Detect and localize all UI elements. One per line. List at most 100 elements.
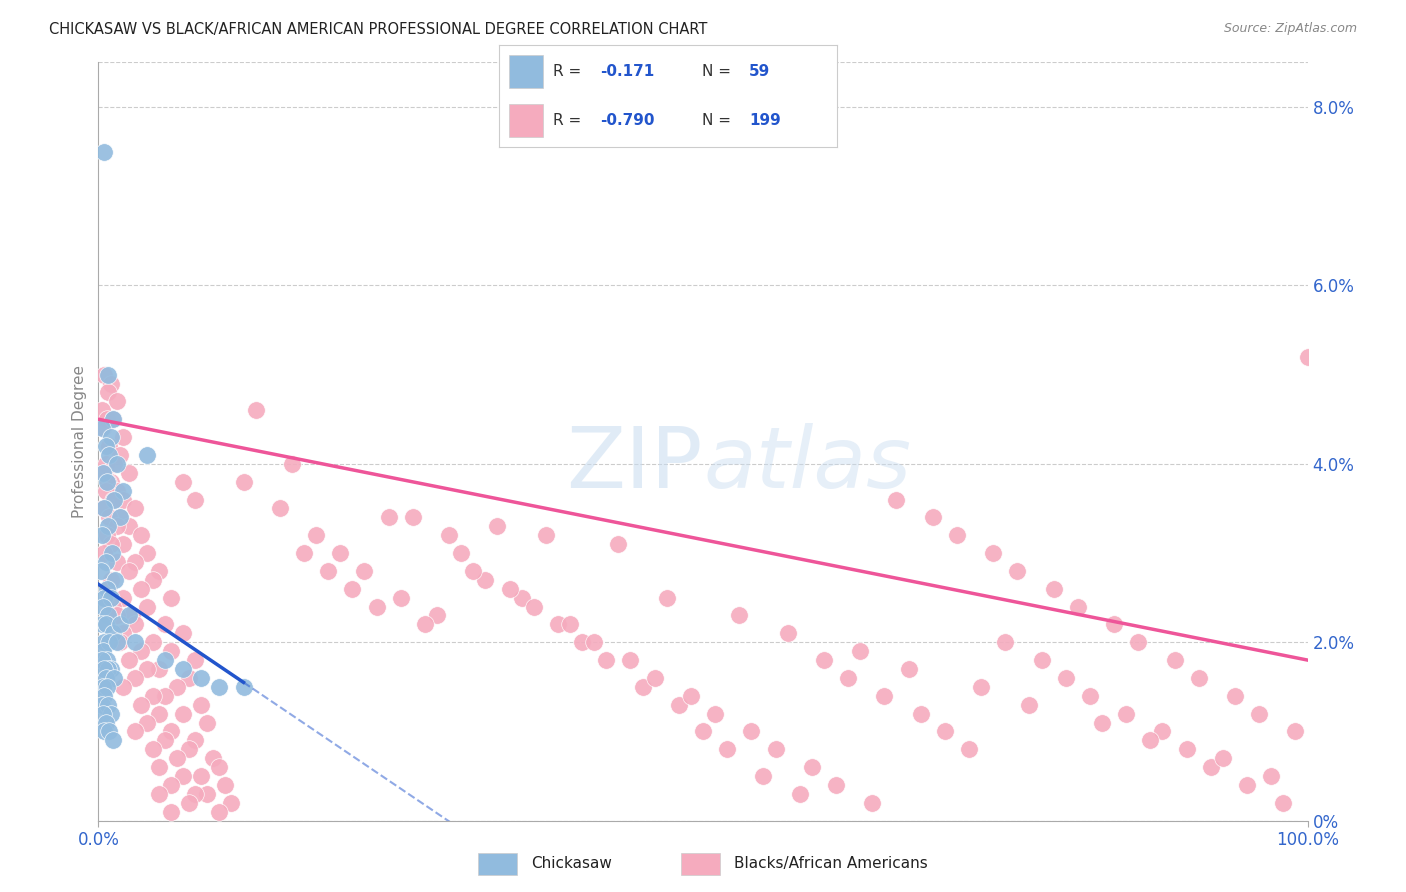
Point xyxy=(93,145,115,159)
Point xyxy=(160,591,183,605)
Text: -0.790: -0.790 xyxy=(600,113,655,128)
Point xyxy=(897,662,920,676)
Point xyxy=(118,564,141,578)
Point xyxy=(184,653,207,667)
Point xyxy=(214,778,236,792)
Point xyxy=(111,537,134,551)
Point xyxy=(118,608,141,623)
Point xyxy=(121,608,143,623)
Point xyxy=(97,519,120,533)
Point xyxy=(1128,635,1150,649)
Point xyxy=(97,662,120,676)
Point xyxy=(1031,653,1053,667)
Point xyxy=(93,635,115,649)
Point xyxy=(148,760,170,774)
Point xyxy=(160,644,183,658)
Point xyxy=(329,546,352,560)
Point xyxy=(558,617,581,632)
Point xyxy=(342,582,364,596)
Point xyxy=(97,698,120,712)
Point xyxy=(96,475,118,489)
Point xyxy=(94,439,117,453)
Text: N =: N = xyxy=(702,63,731,78)
Point xyxy=(101,492,124,507)
Point xyxy=(93,591,115,605)
Point xyxy=(208,680,231,694)
Point xyxy=(108,635,131,649)
Point xyxy=(486,519,509,533)
Point xyxy=(91,501,114,516)
Point xyxy=(124,617,146,632)
Point xyxy=(692,724,714,739)
Point xyxy=(101,412,124,426)
Text: CHICKASAW VS BLACK/AFRICAN AMERICAN PROFESSIONAL DEGREE CORRELATION CHART: CHICKASAW VS BLACK/AFRICAN AMERICAN PROF… xyxy=(49,22,707,37)
Text: Blacks/African Americans: Blacks/African Americans xyxy=(734,855,928,871)
Point xyxy=(118,653,141,667)
Point xyxy=(166,751,188,765)
Point xyxy=(437,528,460,542)
Point xyxy=(534,528,557,542)
Point xyxy=(103,457,125,471)
Point xyxy=(100,573,122,587)
Point xyxy=(1272,796,1295,810)
Point xyxy=(208,805,231,819)
Point xyxy=(160,724,183,739)
Point xyxy=(105,555,128,569)
Point xyxy=(135,662,157,676)
Point xyxy=(179,671,201,685)
Point xyxy=(129,644,152,658)
Point xyxy=(91,403,114,417)
Point xyxy=(135,599,157,614)
Point xyxy=(135,715,157,730)
Text: atlas: atlas xyxy=(703,423,911,506)
Point xyxy=(190,671,212,685)
Point xyxy=(195,715,218,730)
Text: R =: R = xyxy=(553,113,581,128)
Point xyxy=(100,376,122,391)
Point xyxy=(172,769,194,783)
Point xyxy=(232,680,254,694)
Point xyxy=(1115,706,1137,721)
Point xyxy=(94,715,117,730)
Point xyxy=(148,564,170,578)
Point xyxy=(190,698,212,712)
Point xyxy=(96,528,118,542)
Point xyxy=(474,573,496,587)
Point xyxy=(752,769,775,783)
Point xyxy=(377,510,399,524)
Point xyxy=(202,751,225,765)
Point xyxy=(800,760,823,774)
Point xyxy=(124,724,146,739)
Point xyxy=(108,510,131,524)
Point xyxy=(269,501,291,516)
Point xyxy=(316,564,339,578)
Point xyxy=(101,599,124,614)
Point xyxy=(837,671,859,685)
Point xyxy=(184,787,207,801)
Text: ZIP: ZIP xyxy=(567,423,703,506)
Point xyxy=(728,608,751,623)
Point xyxy=(91,599,114,614)
Point xyxy=(1042,582,1064,596)
Point xyxy=(184,733,207,747)
Point xyxy=(166,680,188,694)
Point xyxy=(111,626,134,640)
Point xyxy=(93,724,115,739)
Point xyxy=(813,653,835,667)
Point xyxy=(1223,689,1246,703)
Point xyxy=(91,528,114,542)
Point xyxy=(94,555,117,569)
Point xyxy=(704,706,727,721)
Point xyxy=(98,510,121,524)
Point xyxy=(111,591,134,605)
Point xyxy=(96,582,118,596)
Point xyxy=(97,475,120,489)
Point xyxy=(129,698,152,712)
Point xyxy=(498,582,520,596)
Point xyxy=(135,546,157,560)
Point xyxy=(353,564,375,578)
Point xyxy=(463,564,485,578)
Point xyxy=(160,805,183,819)
Point xyxy=(1078,689,1101,703)
Text: N =: N = xyxy=(702,113,731,128)
